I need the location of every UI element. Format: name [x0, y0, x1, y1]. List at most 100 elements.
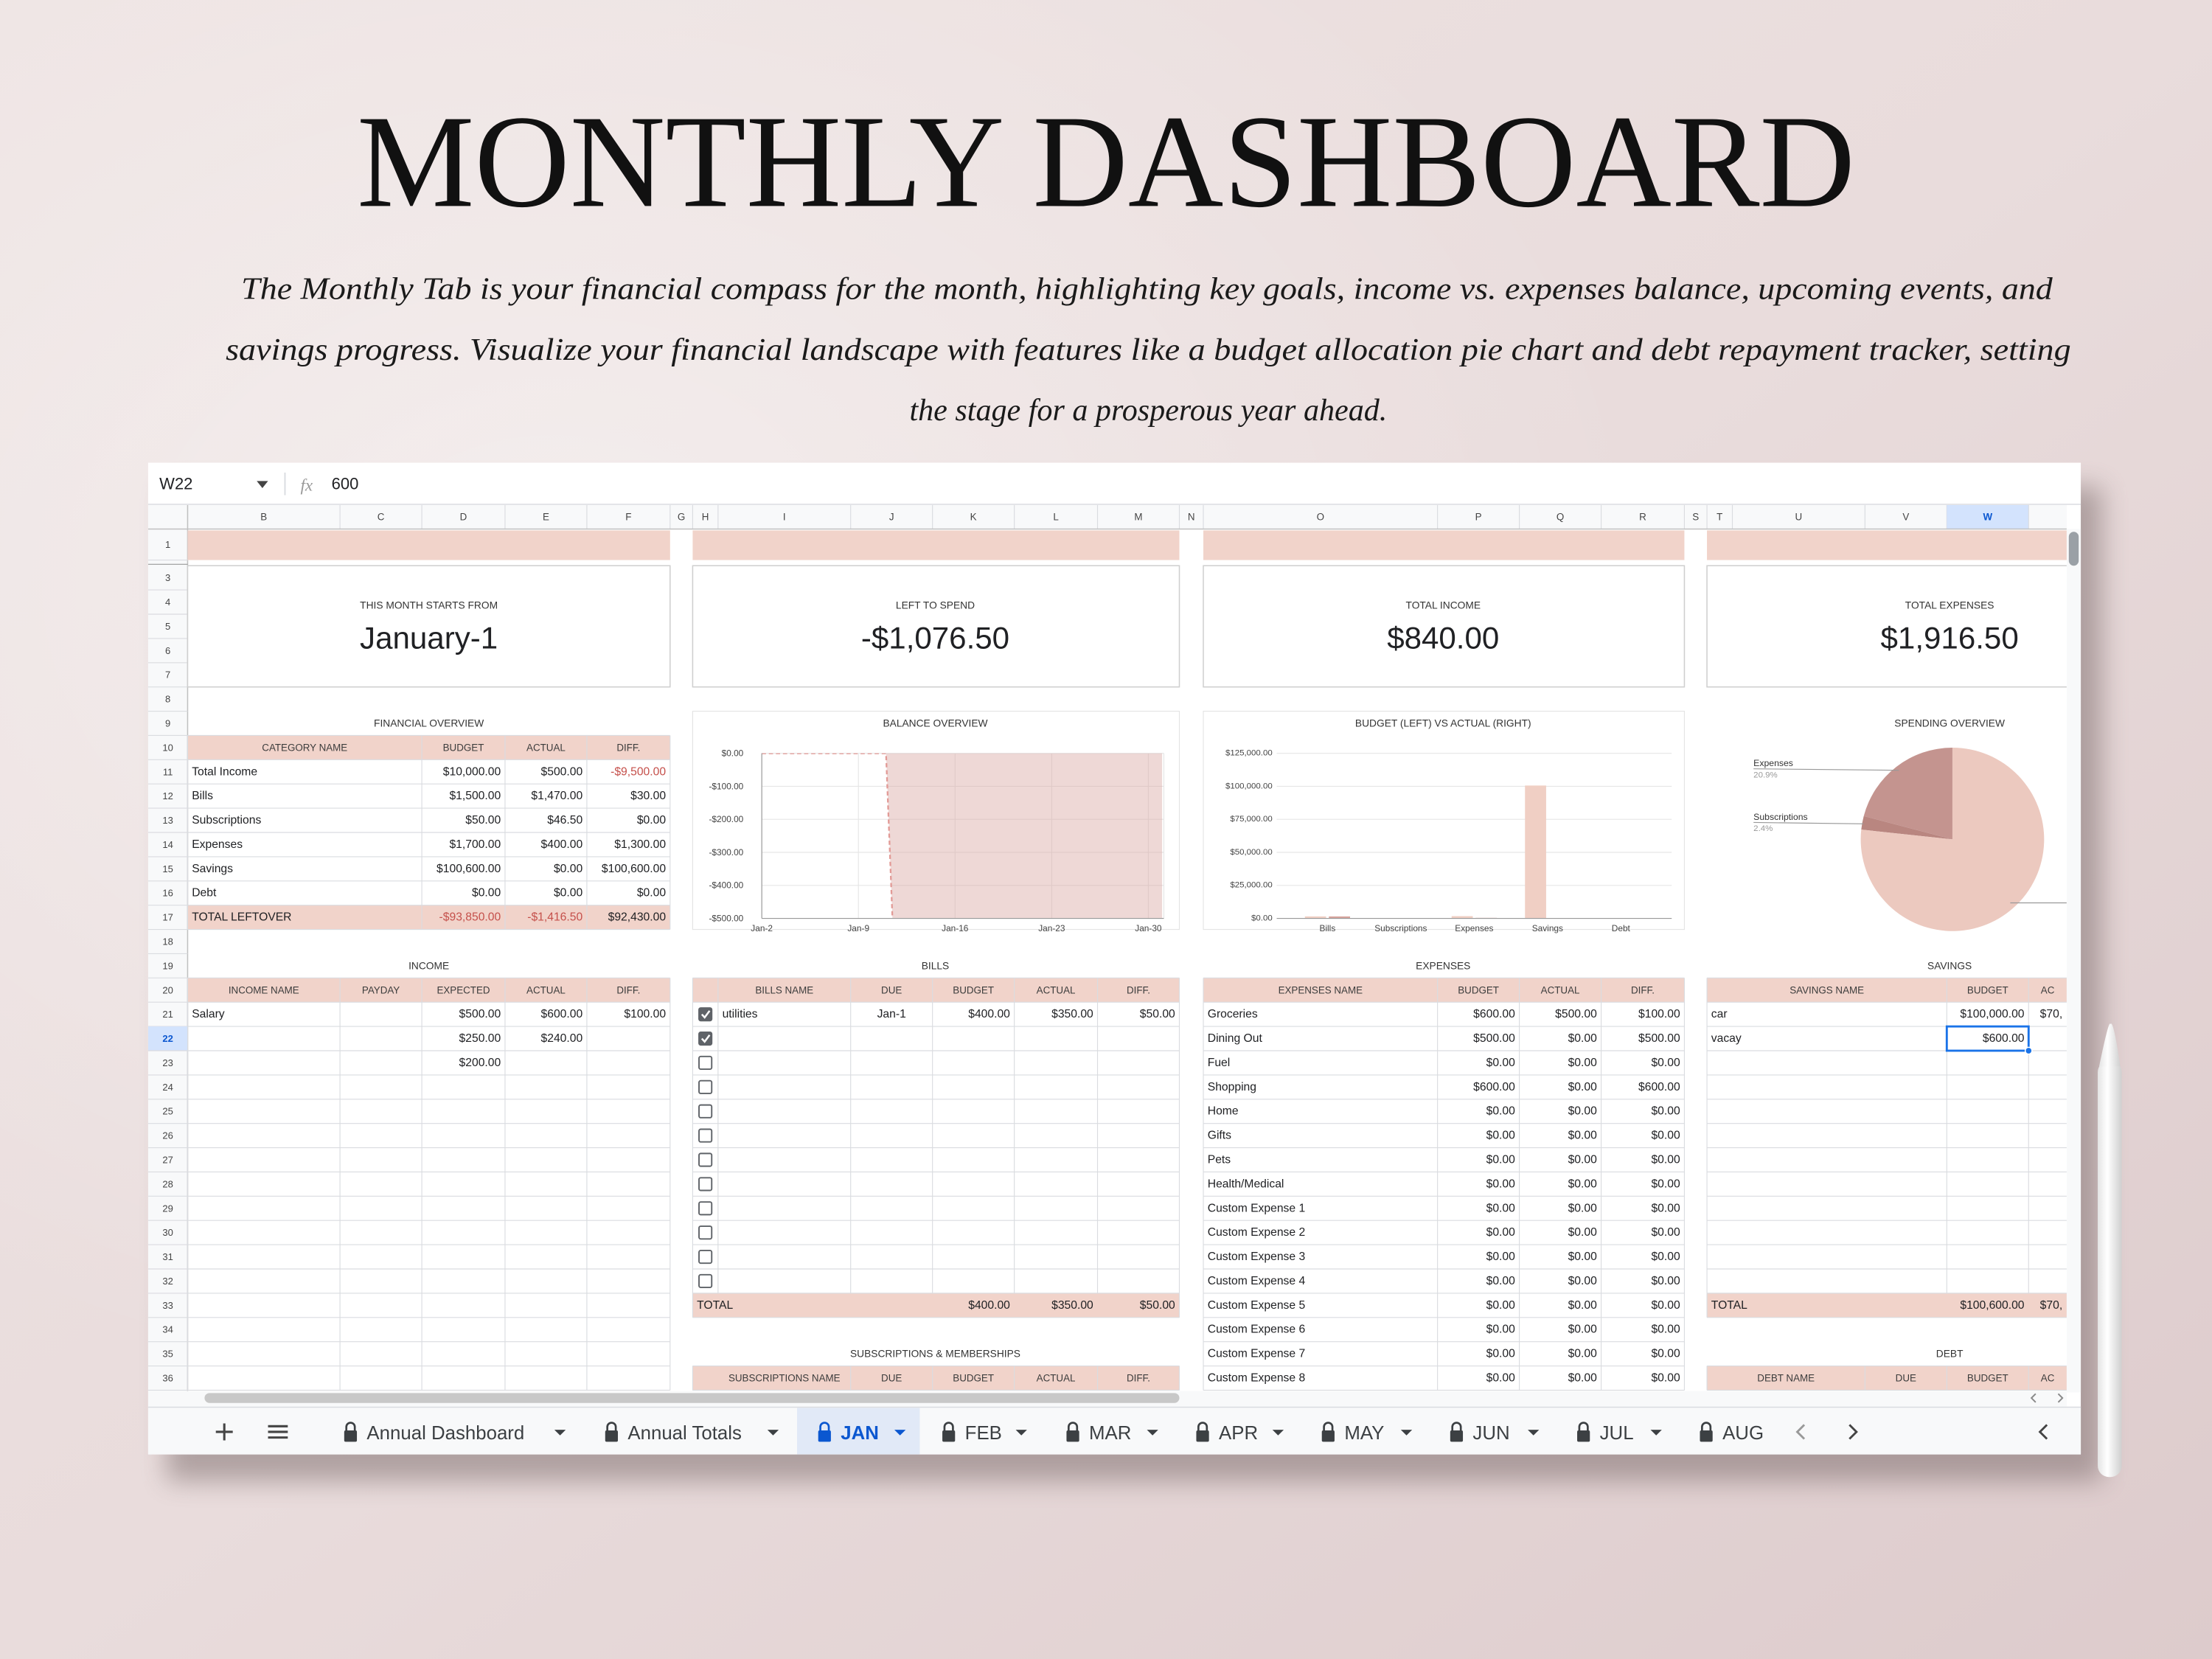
checkbox[interactable]: [698, 1007, 713, 1022]
checkbox[interactable]: [698, 1079, 713, 1094]
card-value: $1,916.50: [1881, 620, 2019, 655]
x-tick-label: Jan-9: [847, 923, 869, 933]
column-header: BUDGET: [953, 984, 994, 995]
cell: $600.00: [1638, 1081, 1680, 1093]
column-header: DUE: [881, 984, 902, 995]
row-number: 5: [165, 621, 170, 632]
all-sheets-icon[interactable]: [268, 1425, 288, 1439]
checkbox[interactable]: [698, 1225, 713, 1240]
tab-menu[interactable]: [1147, 1430, 1158, 1436]
checkmark: [700, 1010, 711, 1019]
cell: $600.00: [1983, 1032, 2025, 1045]
row-number: 4: [165, 597, 170, 608]
formula-value[interactable]: 600: [332, 475, 359, 493]
tab-bar: [147, 1406, 2081, 1455]
slice-label: Expenses: [1753, 758, 1793, 768]
sheet-tab[interactable]: JUL: [1600, 1423, 1634, 1444]
sheet-tab[interactable]: MAR: [1089, 1423, 1131, 1444]
checkbox[interactable]: [698, 1104, 713, 1119]
row-number: 18: [162, 936, 173, 947]
cell: Savings: [192, 863, 233, 875]
section-title: EXPENSES: [1416, 960, 1470, 971]
name-box[interactable]: W22: [159, 475, 192, 493]
sheet-tab[interactable]: AUG: [1722, 1423, 1764, 1444]
dropdown-icon[interactable]: [257, 481, 268, 488]
cell: $30.00: [630, 790, 666, 802]
cell: $0.00: [1651, 1275, 1680, 1287]
checkbox[interactable]: [698, 1128, 713, 1143]
cell: $250.00: [459, 1032, 501, 1045]
cell: $0.00: [554, 863, 583, 875]
checkbox[interactable]: [698, 1249, 713, 1265]
column-header: DIFF.: [616, 984, 640, 995]
cell: $350.00: [1051, 1299, 1093, 1312]
header-band: [1707, 530, 2067, 560]
cell: $1,700.00: [449, 838, 501, 851]
column-letter: I: [783, 512, 786, 523]
cell: $0.00: [1568, 1324, 1598, 1336]
row-number: 33: [162, 1300, 173, 1311]
tab-menu[interactable]: [1528, 1430, 1540, 1436]
sheet-tab[interactable]: APR: [1219, 1423, 1258, 1444]
checkmark: [700, 1034, 711, 1043]
checkbox[interactable]: [698, 1152, 713, 1167]
cell: $400.00: [968, 1299, 1010, 1312]
checkbox[interactable]: [698, 1055, 713, 1071]
scroll-arrows[interactable]: [2030, 1393, 2064, 1403]
cell: $240.00: [541, 1032, 583, 1045]
cell: $1,300.00: [614, 838, 666, 851]
scroll-thumb[interactable]: [204, 1393, 1180, 1403]
header-band: [1203, 530, 1685, 560]
cell: Expenses: [192, 838, 243, 851]
checkbox[interactable]: [698, 1177, 713, 1192]
sheet-tab[interactable]: MAY: [1344, 1423, 1384, 1444]
y-tick-label: -$500.00: [709, 914, 743, 924]
cell: $0.00: [554, 887, 583, 900]
sheet-tab[interactable]: JAN: [841, 1423, 879, 1444]
card-value: -$1,076.50: [861, 620, 1009, 655]
tab-menu[interactable]: [767, 1430, 779, 1436]
add-sheet-icon[interactable]: [215, 1423, 233, 1441]
column-header: DIFF.: [1631, 984, 1655, 995]
section-title: BILLS: [922, 960, 950, 971]
column-header: DIFF.: [1127, 1373, 1150, 1384]
scroll-right[interactable]: [1848, 1424, 1858, 1440]
column-letter: C: [378, 512, 385, 523]
checkbox[interactable]: [698, 1273, 713, 1289]
cell: $0.00: [1486, 1324, 1516, 1336]
tab-menu[interactable]: [894, 1430, 906, 1436]
sheet-tab[interactable]: Annual Totals: [627, 1423, 742, 1444]
description: savings progress. Visualize your financi…: [226, 333, 2071, 367]
cell: $500.00: [1473, 1032, 1515, 1045]
row-number: 27: [162, 1155, 173, 1166]
card: [1203, 565, 1686, 688]
cell: $500.00: [459, 1008, 501, 1020]
cell: Groceries: [1208, 1008, 1258, 1020]
sheet-tab[interactable]: JUN: [1472, 1423, 1509, 1444]
row-number: 15: [162, 863, 173, 874]
tab-menu[interactable]: [1015, 1430, 1027, 1436]
fill-handle[interactable]: [2024, 1046, 2033, 1055]
row-header-bar: [147, 529, 188, 1391]
active-cell[interactable]: [1945, 1025, 2030, 1052]
tab-menu[interactable]: [1650, 1430, 1662, 1436]
checkbox[interactable]: [698, 1201, 713, 1216]
scroll-left[interactable]: [1795, 1424, 1806, 1440]
tab-menu[interactable]: [1272, 1430, 1284, 1436]
cell: $350.00: [1051, 1008, 1093, 1020]
vertical-scrollbar[interactable]: [2066, 529, 2081, 1393]
sheet-tab[interactable]: Annual Dashboard: [366, 1423, 524, 1444]
checkbox[interactable]: [698, 1031, 713, 1046]
scroll-thumb[interactable]: [2068, 532, 2079, 566]
cell: $0.00: [1651, 1202, 1680, 1214]
row-number: 9: [165, 717, 170, 728]
tab-menu[interactable]: [554, 1430, 566, 1436]
tab-menu[interactable]: [1400, 1430, 1413, 1436]
column-header: ACTUAL: [526, 742, 566, 753]
y-tick-label: $125,000.00: [1225, 749, 1273, 758]
collapse[interactable]: [2038, 1424, 2048, 1440]
column-letter: B: [260, 512, 267, 523]
column-letter: D: [460, 512, 467, 523]
sheet-tab[interactable]: FEB: [965, 1423, 1002, 1444]
